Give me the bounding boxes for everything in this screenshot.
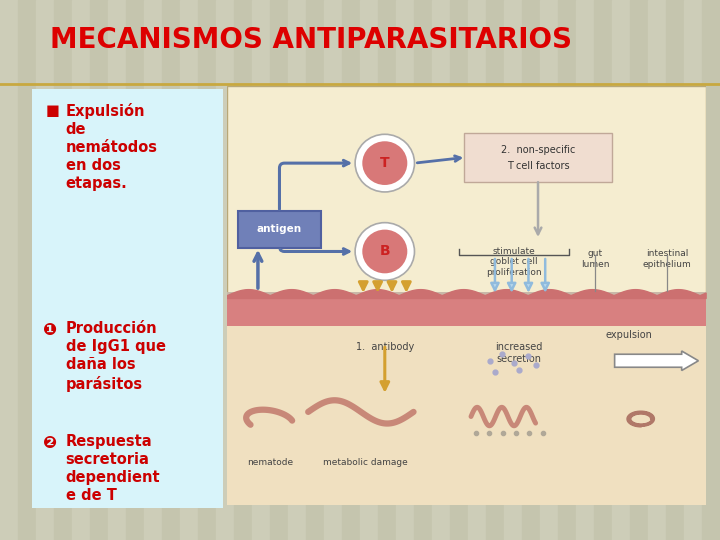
- Bar: [126, 0, 144, 540]
- Text: ❶: ❶: [43, 321, 58, 339]
- Bar: [702, 0, 720, 540]
- Bar: [180, 0, 198, 540]
- Text: intestinal
epithelium: intestinal epithelium: [643, 249, 692, 268]
- Text: gut
lumen: gut lumen: [581, 249, 610, 268]
- Bar: [198, 0, 216, 540]
- Bar: [306, 0, 324, 540]
- Text: 2.  non-specific: 2. non-specific: [501, 145, 575, 155]
- Bar: [162, 0, 180, 540]
- Bar: [54, 0, 72, 540]
- Text: Producción
de IgG1 que
daña los
parásitos: Producción de IgG1 que daña los parásito…: [66, 321, 166, 392]
- Text: T cell factors: T cell factors: [507, 161, 570, 171]
- Text: increased
secretion: increased secretion: [495, 342, 543, 364]
- Bar: [576, 0, 594, 540]
- Circle shape: [355, 134, 415, 192]
- Bar: [227, 292, 706, 298]
- Bar: [288, 0, 306, 540]
- Bar: [612, 0, 630, 540]
- Text: Respuesta
secretoria
dependient
e de T: Respuesta secretoria dependient e de T: [66, 434, 160, 503]
- Bar: [558, 0, 576, 540]
- Bar: [144, 0, 162, 540]
- Bar: [396, 0, 414, 540]
- Text: MECANISMOS ANTIPARASITARIOS: MECANISMOS ANTIPARASITARIOS: [50, 26, 572, 55]
- Text: metabolic damage: metabolic damage: [323, 458, 408, 468]
- Text: ■: ■: [45, 103, 59, 118]
- FancyBboxPatch shape: [464, 133, 612, 182]
- Text: expulsion: expulsion: [606, 330, 652, 340]
- Bar: [32, 89, 223, 508]
- Bar: [648, 0, 666, 540]
- Circle shape: [355, 222, 415, 280]
- Bar: [234, 0, 252, 540]
- Text: stimulate
goblet cell
proliferation: stimulate goblet cell proliferation: [486, 247, 542, 276]
- Bar: [486, 0, 504, 540]
- Text: Expulsión
de
nemátodos
en dos
etapas.: Expulsión de nemátodos en dos etapas.: [66, 103, 158, 191]
- Bar: [227, 298, 706, 326]
- Bar: [666, 0, 684, 540]
- Bar: [450, 0, 468, 540]
- Bar: [0, 0, 18, 540]
- Bar: [270, 0, 288, 540]
- Bar: [540, 0, 558, 540]
- Bar: [216, 0, 234, 540]
- Bar: [630, 0, 648, 540]
- Bar: [468, 0, 486, 540]
- Bar: [594, 0, 612, 540]
- Bar: [108, 0, 126, 540]
- Text: B: B: [379, 245, 390, 259]
- FancyArrow shape: [615, 351, 698, 370]
- Bar: [342, 0, 360, 540]
- Bar: [522, 0, 540, 540]
- Bar: [36, 0, 54, 540]
- Bar: [432, 0, 450, 540]
- Bar: [414, 0, 432, 540]
- Text: nematode: nematode: [247, 458, 293, 468]
- Text: T: T: [380, 156, 390, 170]
- Bar: [252, 0, 270, 540]
- Bar: [227, 326, 706, 505]
- Text: ❷: ❷: [43, 434, 58, 453]
- Bar: [90, 0, 108, 540]
- Bar: [324, 0, 342, 540]
- Text: antigen: antigen: [257, 225, 302, 234]
- Bar: [378, 0, 396, 540]
- Bar: [72, 0, 90, 540]
- Bar: [684, 0, 702, 540]
- Text: 1.  antibody: 1. antibody: [356, 342, 414, 352]
- Circle shape: [362, 141, 408, 185]
- FancyBboxPatch shape: [238, 211, 321, 248]
- Bar: [360, 0, 378, 540]
- Circle shape: [362, 230, 408, 273]
- Bar: [18, 0, 36, 540]
- Bar: [504, 0, 522, 540]
